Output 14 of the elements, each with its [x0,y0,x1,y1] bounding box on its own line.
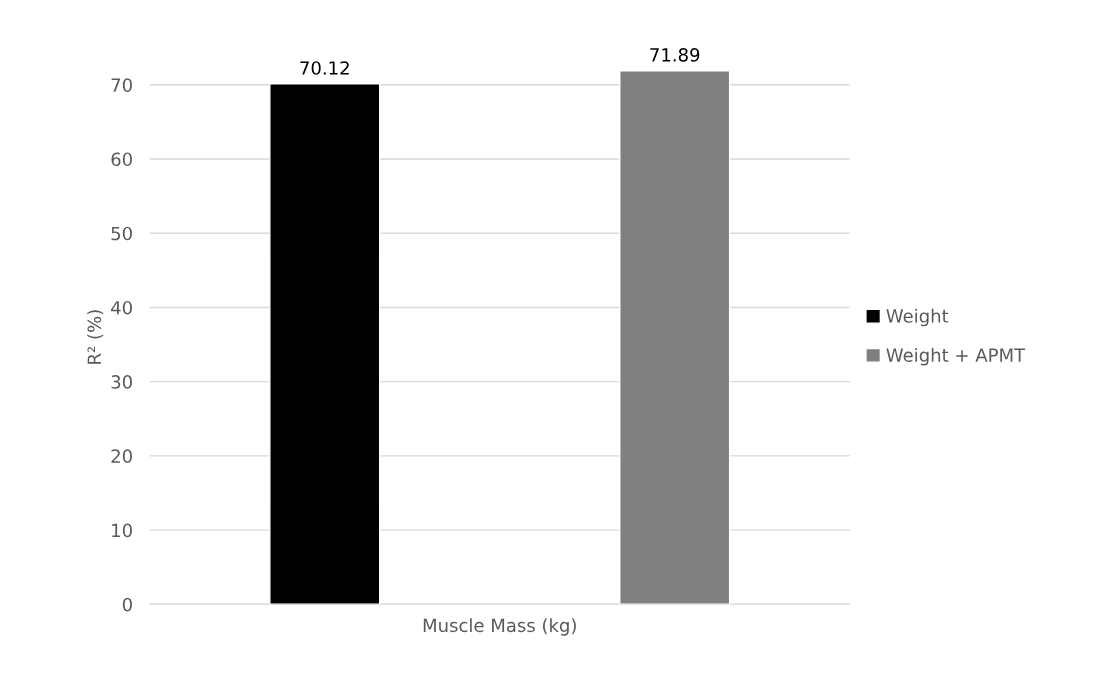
y-tick-label: 0 [122,597,132,612]
legend-label: Weight + APMT [886,347,1026,366]
legend-label: Weight [886,308,949,327]
y-tick-label: 20 [111,449,132,463]
y-tick-label: 70 [111,78,132,92]
y-axis-title: R² (%) [87,310,104,364]
data-label: 70.12 [300,61,349,75]
y-tick-label: 60 [111,152,132,167]
data-label: 71.89 [650,48,700,62]
y-tick-label: 40 [111,300,132,315]
x-tick-label: Muscle Mass (kg) [423,618,576,636]
y-tick-label: 30 [111,375,132,389]
y-tick-label: 10 [112,523,132,538]
y-tick-label: 50 [111,226,132,241]
